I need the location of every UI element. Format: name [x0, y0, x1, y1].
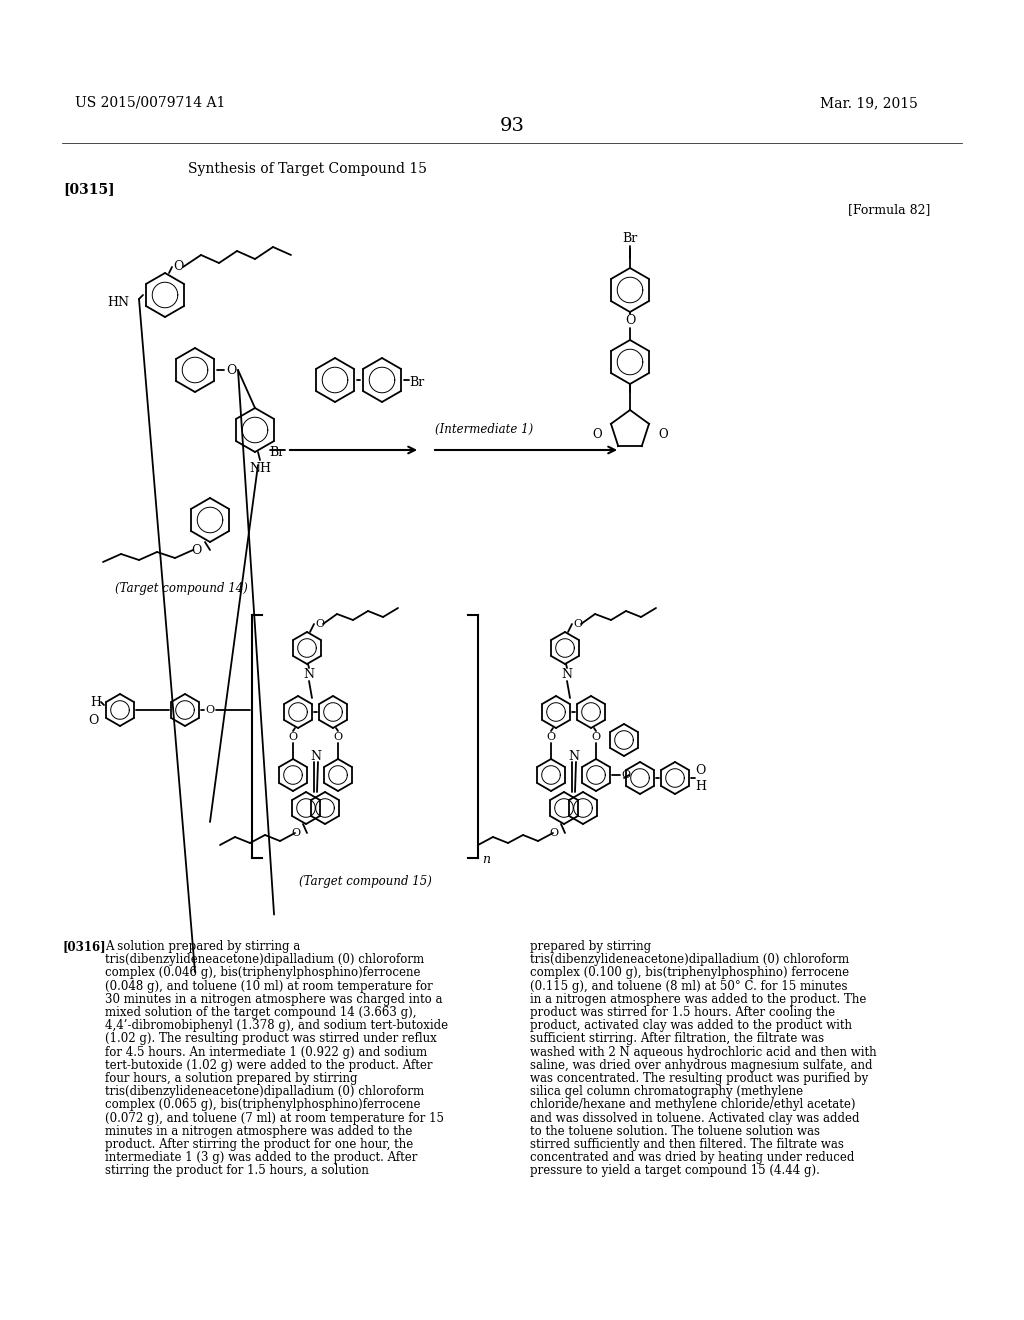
- Text: washed with 2 N aqueous hydrochloric acid and then with: washed with 2 N aqueous hydrochloric aci…: [530, 1045, 877, 1059]
- Text: O: O: [315, 619, 325, 630]
- Text: complex (0.046 g), bis(triphenylphosphino)ferrocene: complex (0.046 g), bis(triphenylphosphin…: [105, 966, 421, 979]
- Text: (0.115 g), and toluene (8 ml) at 50° C. for 15 minutes: (0.115 g), and toluene (8 ml) at 50° C. …: [530, 979, 848, 993]
- Text: sufficient stirring. After filtration, the filtrate was: sufficient stirring. After filtration, t…: [530, 1032, 824, 1045]
- Text: O: O: [625, 314, 635, 327]
- Text: O: O: [658, 429, 668, 441]
- Text: N: N: [568, 750, 580, 763]
- Text: mixed solution of the target compound 14 (3.663 g),: mixed solution of the target compound 14…: [105, 1006, 417, 1019]
- Text: O: O: [550, 828, 559, 838]
- Text: O: O: [289, 733, 298, 742]
- Text: N: N: [561, 668, 572, 681]
- Text: prepared by stirring: prepared by stirring: [530, 940, 651, 953]
- Text: tris(dibenzylideneacetone)dipalladium (0) chloroform: tris(dibenzylideneacetone)dipalladium (0…: [530, 953, 849, 966]
- Text: (Target compound 15): (Target compound 15): [299, 875, 431, 888]
- Text: pressure to yield a target compound 15 (4.44 g).: pressure to yield a target compound 15 (…: [530, 1164, 820, 1177]
- Text: was concentrated. The resulting product was purified by: was concentrated. The resulting product …: [530, 1072, 868, 1085]
- Text: (Target compound 14): (Target compound 14): [115, 582, 248, 595]
- Text: complex (0.100 g), bis(triphenylphosphino) ferrocene: complex (0.100 g), bis(triphenylphosphin…: [530, 966, 849, 979]
- Text: H: H: [695, 780, 706, 792]
- Text: O: O: [695, 763, 706, 776]
- Text: Mar. 19, 2015: Mar. 19, 2015: [820, 96, 918, 110]
- Text: product, activated clay was added to the product with: product, activated clay was added to the…: [530, 1019, 852, 1032]
- Text: O: O: [173, 260, 183, 273]
- Text: O: O: [573, 619, 582, 630]
- Text: [0316]: [0316]: [63, 940, 106, 953]
- Text: 93: 93: [500, 117, 524, 135]
- Text: 4,4’-dibromobiphenyl (1.378 g), and sodium tert-butoxide: 4,4’-dibromobiphenyl (1.378 g), and sodi…: [105, 1019, 449, 1032]
- Text: Br: Br: [623, 231, 638, 244]
- Text: product was stirred for 1.5 hours. After cooling the: product was stirred for 1.5 hours. After…: [530, 1006, 836, 1019]
- Text: Br: Br: [409, 376, 424, 389]
- Text: O: O: [292, 828, 301, 838]
- Text: Synthesis of Target Compound 15: Synthesis of Target Compound 15: [188, 162, 427, 176]
- Text: tert-butoxide (1.02 g) were added to the product. After: tert-butoxide (1.02 g) were added to the…: [105, 1059, 432, 1072]
- Text: 30 minutes in a nitrogen atmosphere was charged into a: 30 minutes in a nitrogen atmosphere was …: [105, 993, 442, 1006]
- Text: [0315]: [0315]: [63, 182, 115, 195]
- Text: O: O: [334, 733, 343, 742]
- Text: in a nitrogen atmosphere was added to the product. The: in a nitrogen atmosphere was added to th…: [530, 993, 866, 1006]
- Text: concentrated and was dried by heating under reduced: concentrated and was dried by heating un…: [530, 1151, 854, 1164]
- Text: [Formula 82]: [Formula 82]: [848, 203, 931, 216]
- Text: tris(dibenzylideneacetone)dipalladium (0) chloroform: tris(dibenzylideneacetone)dipalladium (0…: [105, 1085, 424, 1098]
- Text: stirred sufficiently and then filtered. The filtrate was: stirred sufficiently and then filtered. …: [530, 1138, 844, 1151]
- Text: product. After stirring the product for one hour, the: product. After stirring the product for …: [105, 1138, 414, 1151]
- Text: for 4.5 hours. An intermediate 1 (0.922 g) and sodium: for 4.5 hours. An intermediate 1 (0.922 …: [105, 1045, 427, 1059]
- Text: minutes in a nitrogen atmosphere was added to the: minutes in a nitrogen atmosphere was add…: [105, 1125, 413, 1138]
- Text: NH: NH: [249, 462, 271, 475]
- Text: four hours, a solution prepared by stirring: four hours, a solution prepared by stirr…: [105, 1072, 357, 1085]
- Text: O: O: [592, 429, 602, 441]
- Text: intermediate 1 (3 g) was added to the product. After: intermediate 1 (3 g) was added to the pr…: [105, 1151, 418, 1164]
- Text: (1.02 g). The resulting product was stirred under reflux: (1.02 g). The resulting product was stir…: [105, 1032, 437, 1045]
- Text: O: O: [547, 733, 556, 742]
- Text: O: O: [621, 770, 630, 780]
- Text: N: N: [303, 668, 314, 681]
- Text: n: n: [482, 853, 490, 866]
- Text: O: O: [226, 363, 237, 376]
- Text: Br: Br: [269, 446, 285, 459]
- Text: O: O: [89, 714, 99, 726]
- Text: (0.072 g), and toluene (7 ml) at room temperature for 15: (0.072 g), and toluene (7 ml) at room te…: [105, 1111, 444, 1125]
- Text: silica gel column chromatography (methylene: silica gel column chromatography (methyl…: [530, 1085, 803, 1098]
- Text: saline, was dried over anhydrous magnesium sulfate, and: saline, was dried over anhydrous magnesi…: [530, 1059, 872, 1072]
- Text: (Intermediate 1): (Intermediate 1): [435, 422, 534, 436]
- Text: (0.048 g), and toluene (10 ml) at room temperature for: (0.048 g), and toluene (10 ml) at room t…: [105, 979, 433, 993]
- Text: H: H: [90, 696, 101, 709]
- Text: N: N: [310, 750, 322, 763]
- Text: O: O: [592, 733, 600, 742]
- Text: A solution prepared by stirring a: A solution prepared by stirring a: [105, 940, 300, 953]
- Text: to the toluene solution. The toluene solution was: to the toluene solution. The toluene sol…: [530, 1125, 820, 1138]
- Text: and was dissolved in toluene. Activated clay was added: and was dissolved in toluene. Activated …: [530, 1111, 859, 1125]
- Text: HN: HN: [106, 297, 129, 309]
- Text: O: O: [206, 705, 215, 715]
- Text: complex (0.065 g), bis(triphenylphosphino)ferrocene: complex (0.065 g), bis(triphenylphosphin…: [105, 1098, 421, 1111]
- Text: stirring the product for 1.5 hours, a solution: stirring the product for 1.5 hours, a so…: [105, 1164, 369, 1177]
- Text: chloride/hexane and methylene chloride/ethyl acetate): chloride/hexane and methylene chloride/e…: [530, 1098, 855, 1111]
- Text: US 2015/0079714 A1: US 2015/0079714 A1: [75, 96, 225, 110]
- Text: O: O: [191, 544, 202, 557]
- Text: tris(dibenzylideneacetone)dipalladium (0) chloroform: tris(dibenzylideneacetone)dipalladium (0…: [105, 953, 424, 966]
